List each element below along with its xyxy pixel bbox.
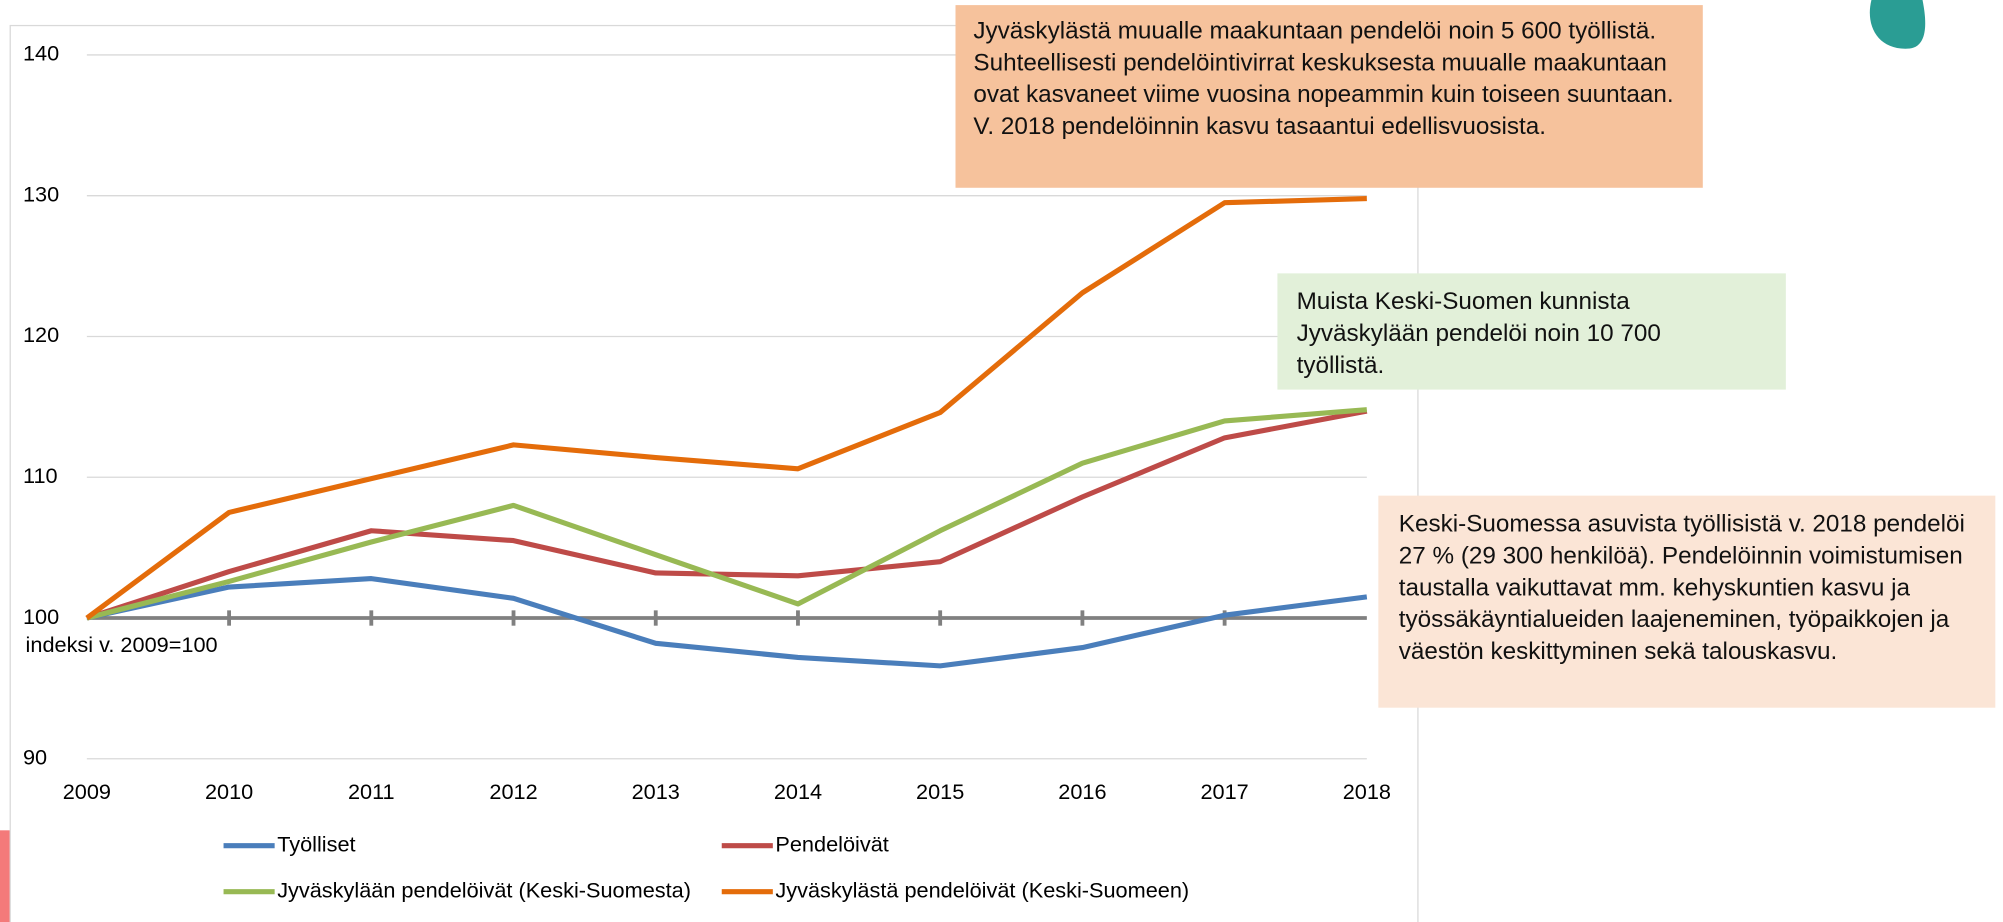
decoration: [1870, 0, 1925, 49]
axis-note: indeksi v. 2009=100: [26, 632, 218, 657]
legend-label: Pendelöivät: [775, 831, 888, 856]
y-tick-label: 90: [23, 745, 47, 770]
series-line: [87, 410, 1367, 618]
legend-label: Jyväskylään pendelöivät (Keski-Suomesta): [277, 877, 691, 902]
legend-label: Työlliset: [277, 831, 355, 856]
annotation: Keski-Suomessa asuvista työllisistä v. 2…: [1378, 496, 1995, 708]
x-tick-label: 2009: [63, 779, 111, 804]
annotation: Jyväskylästä muualle maakuntaan pendelöi…: [956, 5, 1703, 188]
slide: indeksi v. 2009=100 90 100 110 120 130 140 200…: [0, 0, 2003, 922]
y-tick-label: 130: [23, 181, 59, 206]
x-tick-label: 2016: [1058, 779, 1106, 804]
series-line: [87, 411, 1367, 618]
y-tick-label: 100: [23, 604, 59, 629]
x-tick-label: 2011: [348, 779, 395, 804]
x-tick-label: 2013: [632, 779, 680, 804]
y-tick-label: 110: [23, 463, 58, 488]
decoration: [0, 830, 10, 922]
y-tick-label: 140: [23, 41, 59, 66]
x-tick-label: 2012: [489, 779, 537, 804]
annotation: Muista Keski-Suomen kunnista Jyväskylään…: [1277, 273, 1785, 389]
x-tick-label: 2010: [205, 779, 253, 804]
x-tick-label: 2014: [774, 779, 822, 804]
series-line: [87, 579, 1367, 666]
y-tick-label: 120: [23, 322, 59, 347]
page: indeksi v. 2009=100 90 100 110 120 130 140 200…: [0, 0, 2003, 922]
x-tick-label: 2015: [916, 779, 964, 804]
legend-label: Jyväskylästä pendelöivät (Keski-Suomeen): [775, 877, 1189, 902]
x-tick-label: 2017: [1200, 779, 1248, 804]
x-tick-label: 2018: [1343, 779, 1391, 804]
